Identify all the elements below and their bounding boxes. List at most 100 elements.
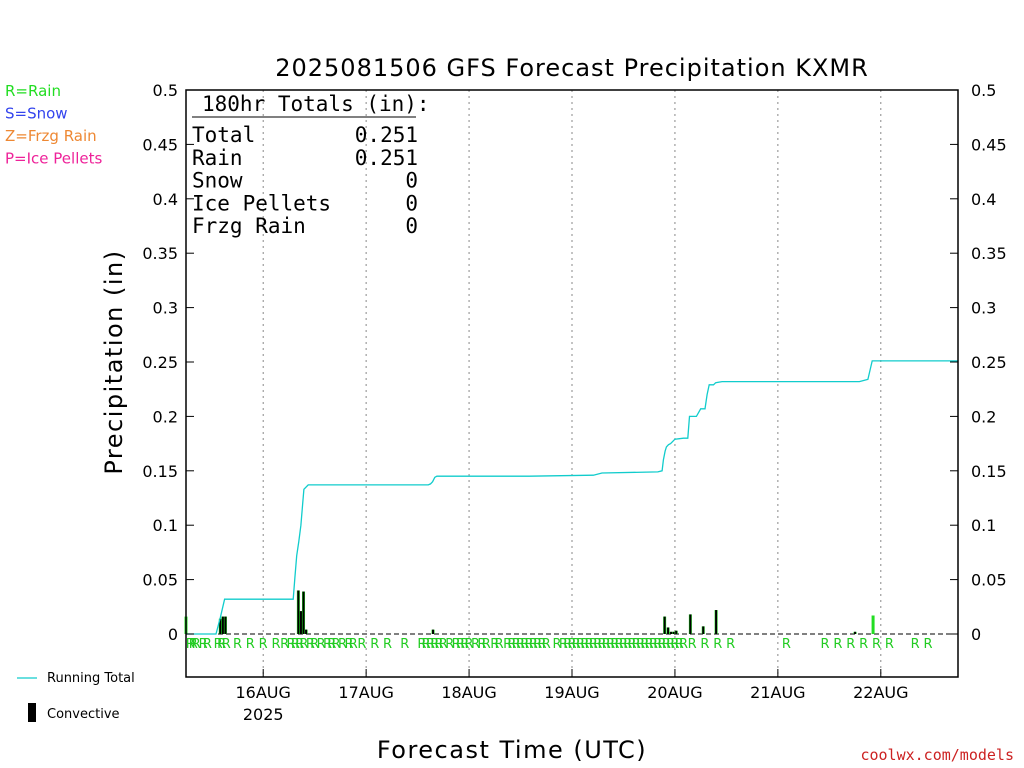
ptype-mark-21: R: [327, 637, 336, 652]
ptype-mark-64: R: [589, 637, 598, 652]
precip-type-legend: R=Rain S=Snow Z=Frzg Rain P=Ice Pellets: [5, 82, 102, 168]
ptype-mark-46: R: [503, 637, 512, 652]
convective-bar-13: [675, 630, 678, 634]
ytick-right-label-0: 0: [971, 625, 981, 644]
totals-row-value-4: 0: [405, 214, 418, 238]
ptype-mark-95: R: [872, 637, 881, 652]
ptype-mark-5: R: [214, 637, 223, 652]
ptype-mark-93: R: [846, 637, 855, 652]
running-total-line: [186, 360, 958, 635]
ptype-mark-4: R: [203, 637, 212, 652]
ptype-mark-3: R: [199, 637, 208, 652]
xtick-label-5: 21AUG: [750, 683, 805, 702]
ptype-mark-51: R: [525, 637, 534, 652]
convective-bar-6: [302, 591, 305, 634]
convective-bar-2: [221, 616, 224, 634]
ptype-mark-75: R: [636, 637, 645, 652]
ptype-mark-17: R: [306, 637, 315, 652]
ptype-mark-55: R: [542, 637, 551, 652]
ytick-right-label-2: 0.1: [971, 516, 996, 535]
totals-box: 180hr Totals (in): Total 0.251 Rain 0.251 Sno…: [192, 92, 430, 238]
ptype-mark-16: R: [299, 637, 308, 652]
ptype-mark-87: R: [700, 637, 709, 652]
ptype-mark-50: R: [520, 637, 529, 652]
ptype-mark-57: R: [559, 637, 568, 652]
ptype-mark-92: R: [833, 637, 842, 652]
legend-type-3: P=Ice Pellets: [5, 150, 102, 168]
ptype-mark-74: R: [632, 637, 641, 652]
ptype-mark-72: R: [623, 637, 632, 652]
ptype-mark-66: R: [597, 637, 606, 652]
ytick-left-label-0: 0: [168, 625, 178, 644]
totals-row-label-3: Ice Pellets: [192, 191, 331, 215]
ptype-mark-49: R: [516, 637, 525, 652]
totals-row-value-2: 0: [405, 169, 418, 193]
ptype-mark-98: R: [923, 637, 932, 652]
ytick-left-label-6: 0.3: [153, 299, 178, 318]
ptype-mark-22: R: [332, 637, 341, 652]
ptype-mark-13: R: [287, 637, 296, 652]
series-legend: Running Total Convective: [17, 671, 135, 722]
ytick-right-label-5: 0.25: [971, 353, 1007, 372]
ptype-mark-97: R: [911, 637, 920, 652]
ptype-mark-18: R: [310, 637, 319, 652]
y-axis-right-ticks: 0 0.05 0.1 0.15 0.2 0.25 0.3 0.35 0.4 0.45 0.5: [950, 81, 1007, 644]
ptype-mark-48: R: [512, 637, 521, 652]
ptype-mark-60: R: [572, 637, 581, 652]
convective-bar-9: [663, 616, 666, 634]
ptype-mark-81: R: [662, 637, 671, 652]
legend-convective-label: Convective: [47, 707, 120, 722]
ytick-left-label-10: 0.5: [153, 81, 178, 100]
ptype-mark-35: R: [439, 637, 448, 652]
xtick-label-6: 22AUG: [853, 683, 908, 702]
convective-bar-4: [297, 590, 300, 634]
convective-bar-16: [715, 610, 718, 634]
ptype-mark-71: R: [619, 637, 628, 652]
ptype-mark-65: R: [593, 637, 602, 652]
ptype-mark-63: R: [585, 637, 594, 652]
convective-bar-15: [702, 626, 705, 634]
ytick-left-label-2: 0.1: [153, 516, 178, 535]
ptype-mark-85: R: [679, 637, 688, 652]
convective-bar-11: [670, 631, 673, 634]
y-axis-left-ticks: 0 0.05 0.1 0.15 0.2 0.25 0.3 0.35 0.4 0.45 0.5: [142, 81, 194, 644]
ptype-mark-36: R: [445, 637, 454, 652]
convective-bar-12: [672, 631, 675, 634]
ptype-mark-78: R: [649, 637, 658, 652]
ptype-mark-52: R: [529, 637, 538, 652]
ptype-mark-80: R: [658, 637, 667, 652]
convective-bar-7: [305, 629, 308, 634]
ptype-mark-19: R: [317, 637, 326, 652]
ptype-mark-38: R: [456, 637, 465, 652]
ptype-mark-67: R: [602, 637, 611, 652]
legend-type-1: S=Snow: [5, 105, 68, 123]
ytick-left-label-4: 0.2: [153, 407, 178, 426]
totals-heading: 180hr Totals (in):: [202, 92, 430, 116]
legend-type-2: Z=Frzg Rain: [5, 127, 97, 145]
ptype-mark-7: R: [222, 637, 231, 652]
totals-row-value-3: 0: [405, 191, 418, 215]
ptype-mark-32: R: [426, 637, 435, 652]
ptype-mark-33: R: [430, 637, 439, 652]
ptype-mark-24: R: [344, 637, 353, 652]
ptype-mark-28: R: [383, 637, 392, 652]
ptype-mark-76: R: [640, 637, 649, 652]
ytick-right-label-6: 0.3: [971, 299, 996, 318]
x-axis-ticks: 16AUG 17AUG 18AUG 19AUG 20AUG 21AUG 22AUG 2025: [235, 669, 909, 724]
ytick-left-label-7: 0.35: [142, 244, 178, 263]
ptype-mark-6: R: [217, 637, 226, 652]
ptype-mark-34: R: [435, 637, 444, 652]
credit-text: coolwx.com/models: [860, 746, 1014, 764]
ptype-mark-9: R: [246, 637, 255, 652]
convective-bar-8: [432, 629, 435, 634]
xtick-label-2: 18AUG: [441, 683, 496, 702]
ytick-right-label-4: 0.2: [971, 407, 996, 426]
x-axis-label: Forecast Time (UTC): [377, 736, 647, 764]
ytick-left-label-8: 0.4: [153, 190, 178, 209]
ptype-mark-54: R: [537, 637, 546, 652]
totals-row-value-1: 0.251: [355, 146, 418, 170]
ptype-mark-68: R: [606, 637, 615, 652]
ptype-mark-89: R: [726, 637, 735, 652]
